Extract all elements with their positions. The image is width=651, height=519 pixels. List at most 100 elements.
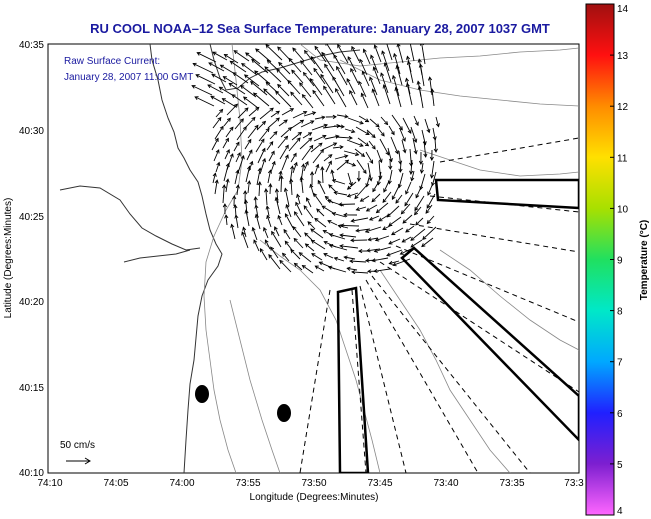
current-vector (303, 72, 315, 87)
current-vector-head (233, 103, 239, 108)
current-vector-head (362, 169, 367, 174)
current-vector-head (331, 211, 337, 216)
current-vector (270, 161, 276, 173)
current-vector-head (396, 44, 401, 48)
current-vector-head (239, 118, 244, 123)
current-vector (242, 227, 247, 238)
current-vector (379, 138, 389, 156)
current-vector-head (279, 175, 284, 180)
current-vector (347, 192, 359, 197)
current-vector-head (349, 259, 354, 264)
current-vector (340, 234, 357, 238)
current-vector (419, 64, 425, 87)
current-vector-head (335, 134, 340, 139)
current-vector-head (355, 228, 360, 233)
current-vector-head (277, 46, 282, 51)
current-vector (372, 89, 380, 107)
current-vector-head (409, 170, 414, 175)
current-vector (383, 180, 390, 193)
current-vector-head (422, 235, 427, 240)
current-vector (245, 117, 256, 128)
current-vector (255, 214, 261, 230)
current-vector-head (332, 142, 338, 147)
current-vector-head (414, 206, 419, 212)
current-vector (376, 149, 383, 163)
current-vector-head (371, 134, 376, 139)
current-vector (340, 224, 360, 227)
current-vector (431, 89, 435, 107)
current-vector-head (222, 184, 227, 189)
current-vector-head (326, 199, 332, 204)
current-vector-head (210, 95, 215, 100)
current-vector (289, 119, 304, 130)
annotation-line1: Raw Surface Current: (64, 56, 160, 67)
current-vector (255, 48, 272, 63)
current-vector-head (192, 62, 197, 67)
current-vector (279, 145, 289, 160)
current-vector-head (426, 219, 431, 225)
current-vector (425, 204, 433, 214)
current-vector (279, 260, 292, 273)
current-vector-head (365, 207, 371, 212)
current-vector-head (413, 211, 418, 216)
current-vector (303, 111, 316, 117)
current-vector (423, 140, 427, 157)
current-vector (233, 50, 250, 62)
current-vector (292, 111, 307, 119)
current-vector-head (261, 147, 266, 153)
current-vector-head (405, 228, 410, 233)
current-vector (304, 232, 313, 241)
current-vector (380, 72, 389, 94)
current-vector (407, 61, 414, 84)
current-vector-head (274, 226, 278, 231)
current-vector (267, 117, 280, 129)
current-vector (278, 62, 291, 75)
current-vector-head (344, 154, 349, 159)
current-vector (312, 90, 325, 107)
current-vector (362, 71, 370, 87)
current-vector (355, 126, 370, 135)
current-vector-head (382, 226, 387, 230)
current-vector (258, 128, 270, 142)
current-vector-head (382, 198, 387, 204)
current-vector (368, 140, 376, 150)
current-vector (313, 135, 326, 142)
current-vector-head (269, 107, 274, 112)
current-vector (386, 249, 403, 256)
current-vector-head (284, 135, 289, 140)
current-vector-head (402, 137, 406, 142)
current-vector (347, 56, 357, 73)
masked-sector-east (434, 178, 579, 210)
current-vector (277, 136, 288, 149)
current-vector (228, 83, 246, 95)
current-vector (268, 254, 281, 270)
current-vector-head (324, 63, 329, 68)
current-vector (233, 142, 240, 152)
current-vector (237, 155, 245, 174)
current-vector-head (366, 248, 371, 253)
current-vector-head (350, 218, 355, 223)
current-vector (255, 138, 265, 153)
current-vector (313, 193, 323, 206)
current-vector-head (430, 88, 435, 93)
current-vector-head (402, 219, 407, 224)
current-vector-head (254, 70, 259, 75)
current-vector-head (370, 54, 374, 59)
current-vector (264, 66, 282, 83)
current-vector-head (378, 217, 383, 222)
sst-contour (339, 59, 579, 107)
current-vector-head (351, 269, 356, 275)
current-vector (235, 152, 241, 163)
current-vector (295, 202, 303, 216)
current-vector (401, 139, 406, 153)
current-vector (259, 107, 274, 120)
y-axis-label: Latitude (Degrees:Minutes) (3, 198, 14, 319)
current-vector-head (289, 178, 294, 183)
current-vector-head (275, 110, 280, 115)
current-vector-head (263, 88, 268, 93)
current-vector (337, 44, 349, 64)
current-vector (327, 200, 345, 207)
current-vector (369, 118, 380, 128)
current-vector (368, 237, 379, 241)
current-vector-head (304, 49, 308, 55)
